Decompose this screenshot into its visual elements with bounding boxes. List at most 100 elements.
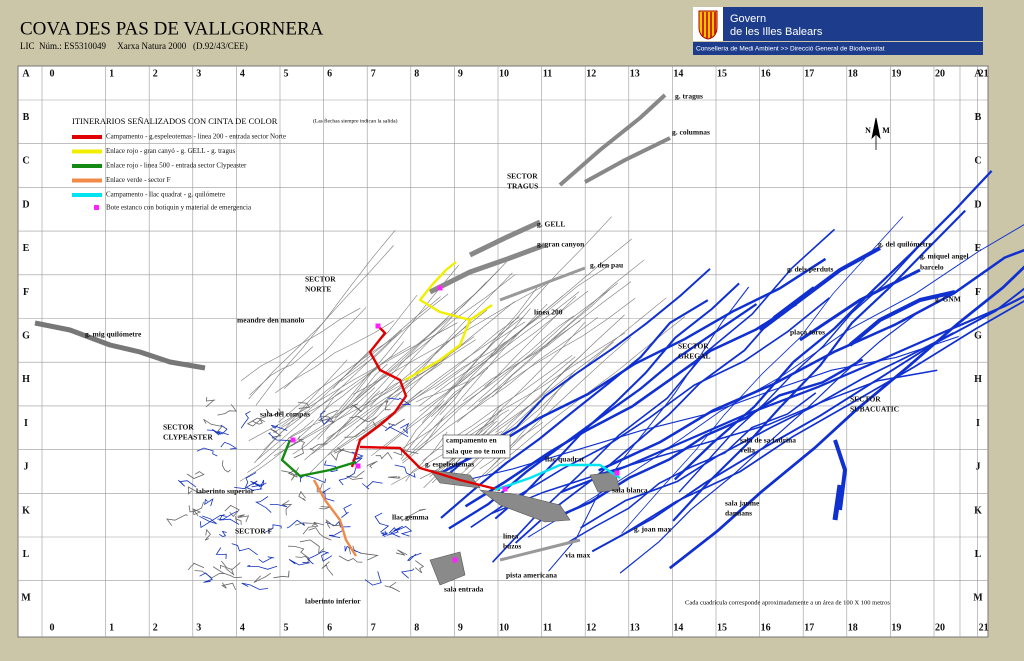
column-label: 2 xyxy=(153,622,158,633)
compass-north: N xyxy=(865,126,871,135)
labyrinth xyxy=(325,519,344,529)
column-label: 2 xyxy=(153,68,158,79)
labyrinth xyxy=(302,521,325,535)
labyrinth xyxy=(253,572,272,583)
water-passage xyxy=(598,248,1024,472)
place-name: via max xyxy=(565,551,590,560)
labyrinth xyxy=(205,396,216,408)
column-label: 6 xyxy=(327,68,332,79)
labyrinth xyxy=(321,552,333,562)
column-label: 16 xyxy=(761,68,771,79)
map-frame xyxy=(17,65,989,638)
labyrinth xyxy=(396,526,413,537)
passage xyxy=(331,341,404,419)
labyrinth xyxy=(269,503,288,508)
row-label: E xyxy=(23,243,30,254)
passage xyxy=(415,381,468,403)
labyrinth xyxy=(374,512,390,533)
gallery xyxy=(584,136,671,184)
column-label: 13 xyxy=(630,622,640,633)
legend-note: (Las flechas siempre indican la salida) xyxy=(313,117,398,124)
column-label: 6 xyxy=(327,622,332,633)
place-name: g. columnas xyxy=(672,128,710,137)
place-name: g. joan max xyxy=(634,525,672,534)
labyrinth xyxy=(220,562,241,570)
route xyxy=(359,445,501,492)
scale-note: Cada cuadrícula corresponde aproximadame… xyxy=(685,599,890,606)
row-label: A xyxy=(974,68,982,79)
labyrinth xyxy=(349,415,378,423)
labyrinth xyxy=(258,556,275,563)
logo-stripes xyxy=(702,12,716,38)
passage xyxy=(400,389,461,460)
passage xyxy=(405,431,448,482)
column-label: 4 xyxy=(240,622,245,633)
labyrinth xyxy=(338,467,357,486)
water-passage xyxy=(674,170,993,481)
passage xyxy=(322,365,381,413)
passage xyxy=(341,293,449,382)
passage xyxy=(447,216,612,392)
legend-label: Campamento - llac quadrat - g. quilómetr… xyxy=(106,191,225,199)
column-label: 11 xyxy=(543,622,552,633)
labyrinth xyxy=(400,422,410,435)
place-name: llac quadrat xyxy=(545,455,584,464)
passage xyxy=(478,298,636,403)
labyrinth xyxy=(186,471,205,479)
route xyxy=(494,463,621,492)
labyrinth xyxy=(264,524,282,534)
labyrinth xyxy=(199,515,217,525)
labyrinth xyxy=(401,508,426,522)
route xyxy=(280,439,357,478)
water-passage xyxy=(619,309,922,574)
labyrinth xyxy=(321,561,334,576)
place-name: g. den pau xyxy=(590,261,623,270)
labyrinth xyxy=(240,410,251,429)
labyrinth xyxy=(217,510,238,520)
place-name: sala que no te nom xyxy=(446,447,506,456)
row-label: K xyxy=(22,505,30,516)
labyrinth xyxy=(204,498,214,507)
compass-arrow xyxy=(871,117,881,150)
passage xyxy=(273,339,476,456)
row-label: H xyxy=(974,374,982,385)
passage xyxy=(484,315,574,387)
labyrinth xyxy=(288,545,310,559)
logo-line2: de les Illes Balears xyxy=(730,26,823,38)
title: COVA DES PAS DE VALLGORNERA xyxy=(20,18,324,39)
passage xyxy=(489,336,632,469)
passage xyxy=(439,308,531,416)
place-name: línea 200 xyxy=(534,308,563,317)
column-label: 3 xyxy=(196,622,201,633)
water-passage xyxy=(580,332,954,529)
legend-swatch xyxy=(72,193,102,197)
column-label: 9 xyxy=(458,68,463,79)
place-name: SECTOR xyxy=(163,423,194,432)
row-label: L xyxy=(975,549,982,560)
labyrinth xyxy=(265,408,283,417)
labyrinth xyxy=(338,555,363,563)
place-name: g. GNM xyxy=(935,295,961,304)
column-label: 1 xyxy=(109,622,114,633)
labyrinth xyxy=(290,435,305,447)
logo-department: Conselleria de Medi Ambient >> Direcció … xyxy=(696,46,885,53)
place-name: NORTE xyxy=(305,285,331,294)
labyrinth xyxy=(359,552,379,561)
labyrinth xyxy=(219,514,240,525)
row-label: K xyxy=(974,505,982,516)
chamber xyxy=(478,489,571,523)
place-name: CLYPEASTER xyxy=(163,433,213,442)
passage xyxy=(423,321,586,489)
labyrinth xyxy=(217,404,238,416)
column-label: 18 xyxy=(848,622,858,633)
labyrinth xyxy=(206,424,228,435)
place-name: g. dels perduts xyxy=(787,265,834,274)
water-passage xyxy=(617,300,1024,539)
labyrinth xyxy=(221,582,237,591)
labyrinth xyxy=(251,479,265,490)
labyrinth xyxy=(192,508,202,517)
passage xyxy=(249,346,314,396)
passage xyxy=(417,317,598,451)
labyrinth xyxy=(344,429,366,438)
